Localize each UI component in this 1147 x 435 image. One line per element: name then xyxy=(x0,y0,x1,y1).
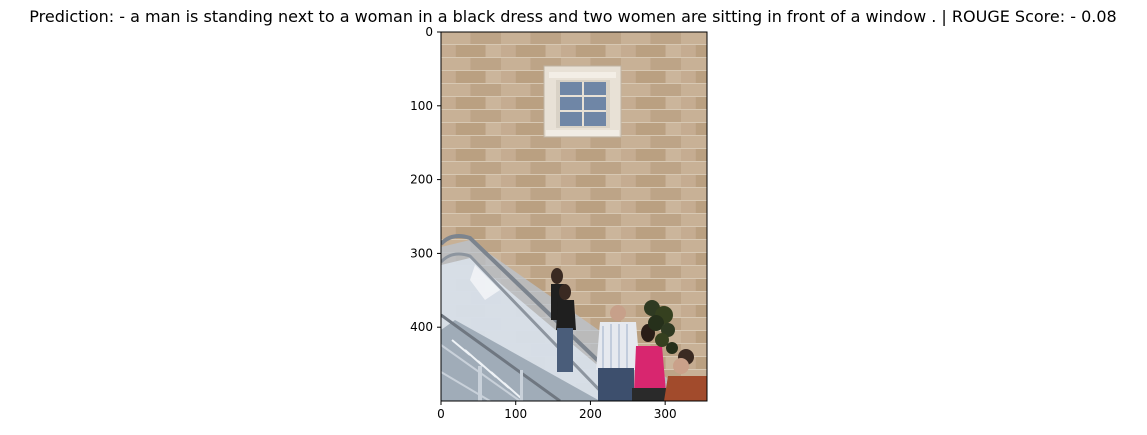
y-tick-label: 300 xyxy=(410,246,433,260)
x-tick-label: 100 xyxy=(504,407,527,421)
x-tick-label: 300 xyxy=(654,407,677,421)
y-axis-ticks: 0 100 200 300 400 xyxy=(410,25,441,334)
photo-image xyxy=(441,32,707,401)
y-tick-label: 400 xyxy=(410,320,433,334)
image-axes: 0 100 200 300 400 0 100 200 300 xyxy=(410,25,708,421)
axes-frame xyxy=(440,31,708,402)
x-tick-label: 0 xyxy=(437,407,445,421)
plant xyxy=(644,300,678,354)
y-tick-label: 200 xyxy=(410,173,433,187)
y-tick-label: 100 xyxy=(410,99,433,113)
x-tick-label: 200 xyxy=(579,407,602,421)
y-tick-label: 0 xyxy=(425,25,433,39)
x-axis-ticks: 0 100 200 300 xyxy=(437,401,677,421)
window xyxy=(543,65,622,138)
people xyxy=(551,268,707,401)
chart-title: Prediction: - a man is standing next to … xyxy=(29,7,1116,26)
